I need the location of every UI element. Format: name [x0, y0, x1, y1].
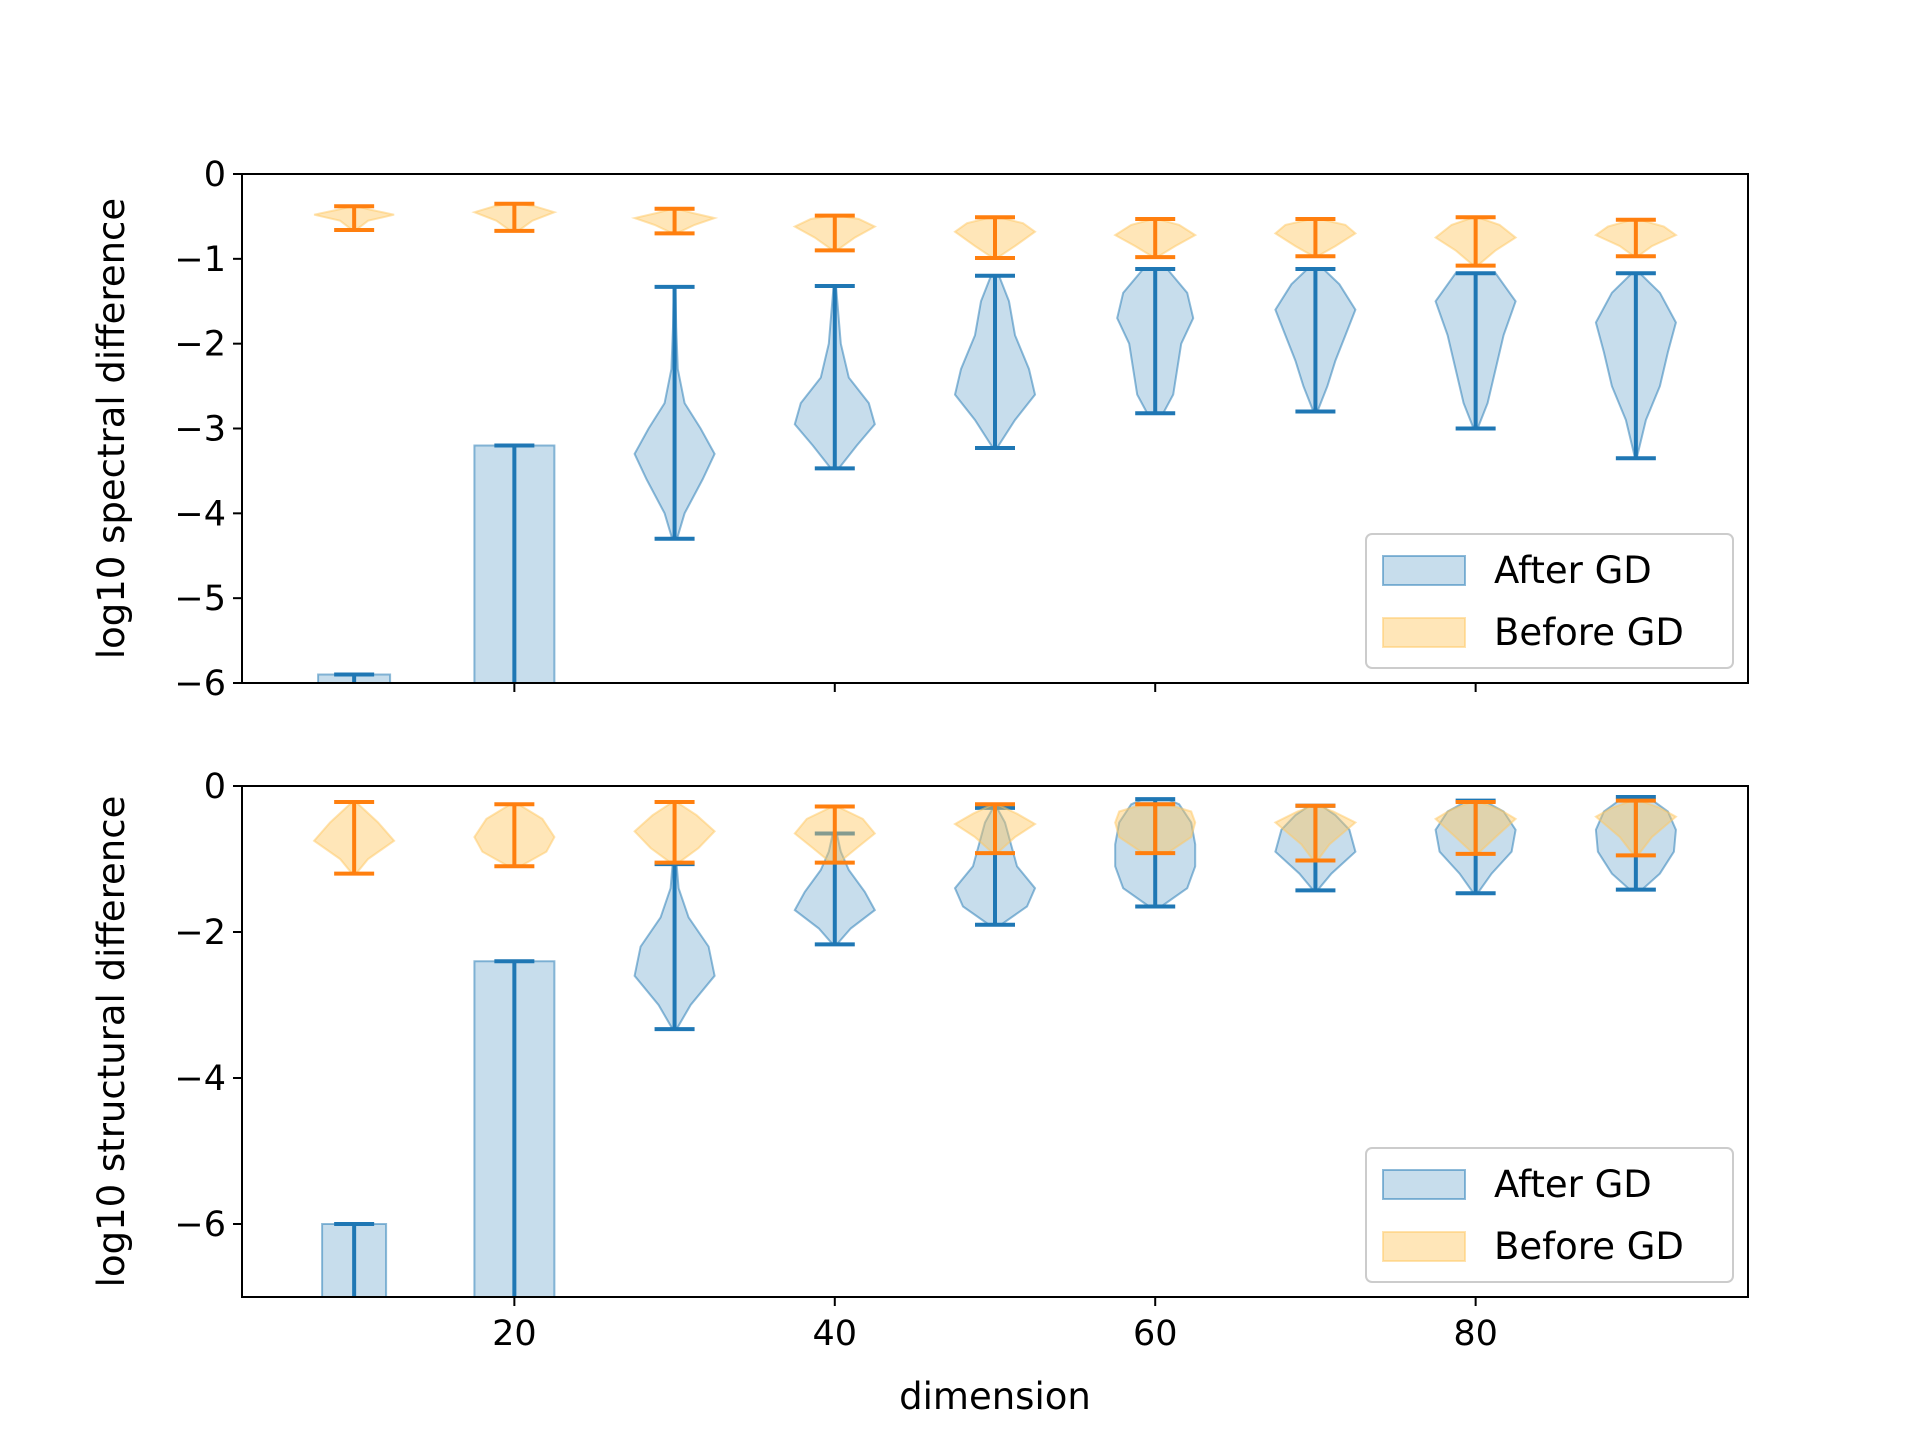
y-tick-label: −2 — [174, 913, 226, 953]
panel-frame — [241, 785, 1749, 1298]
series-after-gd — [321, 794, 1677, 1297]
legend-label: After GD — [1494, 1163, 1652, 1206]
y-tick-label: −2 — [174, 325, 226, 365]
x-axis-label: dimension — [899, 1375, 1091, 1418]
x-tick-label: 80 — [1453, 1314, 1498, 1354]
y-axis-label: log10 structural difference — [90, 796, 133, 1288]
x-tick-label: 20 — [492, 1314, 537, 1354]
x-tick-label: 40 — [813, 1314, 858, 1354]
y-tick-label: −4 — [174, 1059, 226, 1099]
panels: 0 −1 −2 −3 −4 −5 −6 log10 spectral difference Af… — [90, 155, 1749, 1418]
legend: After GD Before GD — [1365, 533, 1734, 669]
y-tick-label: 0 — [204, 155, 226, 195]
legend-label: Before GD — [1494, 611, 1684, 654]
plot-area — [312, 794, 1678, 1297]
panel-1: 0 −1 −2 −3 −4 −5 −6 log10 spectral difference Af… — [90, 155, 1749, 704]
y-tick-label: −5 — [174, 579, 226, 619]
series-after-gd — [317, 267, 1677, 683]
legend-swatch — [1382, 555, 1466, 586]
legend-frame — [1365, 1147, 1734, 1283]
y-axis-label: log10 spectral difference — [90, 198, 133, 659]
y-tick-label: −1 — [174, 240, 226, 280]
legend-frame — [1365, 533, 1734, 669]
legend-label: After GD — [1494, 549, 1652, 592]
series-before-gd — [312, 798, 1678, 876]
legend: After GD Before GD — [1365, 1147, 1734, 1283]
plot-area — [313, 201, 1678, 683]
legend-swatch — [1382, 1231, 1466, 1262]
y-tick-label: −3 — [174, 410, 226, 450]
panel-2: 0 −2 −4 −6 20 40 60 80 log10 structural differen… — [90, 767, 1749, 1418]
y-tick-label: −4 — [174, 494, 226, 534]
y-tick-label: −6 — [174, 664, 226, 704]
legend-swatch — [1382, 617, 1466, 648]
y-tick-label: 0 — [204, 767, 226, 807]
series-before-gd — [313, 201, 1678, 268]
y-tick-label: −6 — [174, 1205, 226, 1245]
x-tick-label: 60 — [1133, 1314, 1178, 1354]
legend-label: Before GD — [1494, 1225, 1684, 1268]
legend-swatch — [1382, 1169, 1466, 1200]
